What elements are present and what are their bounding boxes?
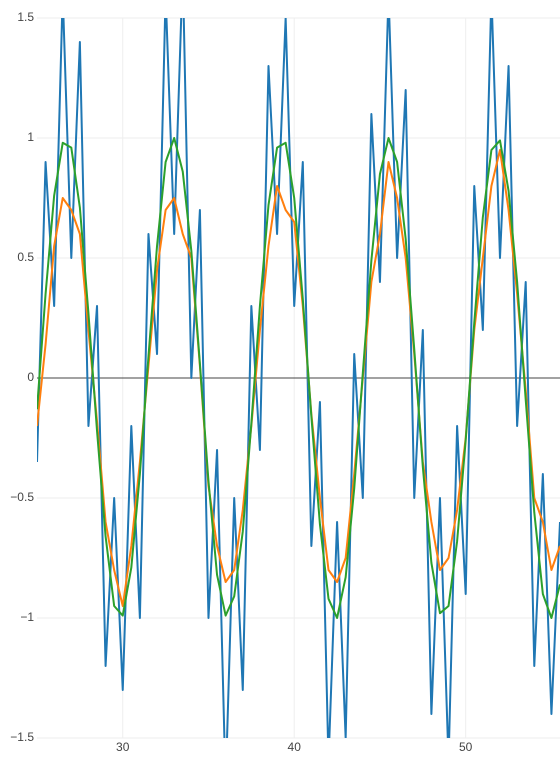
y-tick-label: 1.5 [17,10,34,24]
series-line [37,137,560,619]
x-tick-label: 30 [116,740,130,754]
y-tick-label: 1 [27,130,34,144]
tick-labels: 30 40 50 −1.5 −1 −0.5 0 0.5 1 1.5 [10,10,472,754]
y-tick-label: −0.5 [10,490,34,504]
x-tick-label: 40 [288,740,302,754]
grid [37,17,560,739]
y-tick-label: −1.5 [10,730,34,744]
series-line [37,18,560,738]
plot-area [37,18,560,738]
y-tick-label: 0 [27,370,34,384]
y-tick-label: −1 [20,610,34,624]
y-tick-label: 0.5 [17,250,34,264]
x-tick-label: 50 [459,740,473,754]
